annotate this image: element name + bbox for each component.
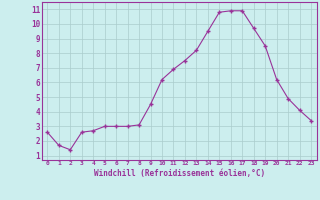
X-axis label: Windchill (Refroidissement éolien,°C): Windchill (Refroidissement éolien,°C) — [94, 169, 265, 178]
